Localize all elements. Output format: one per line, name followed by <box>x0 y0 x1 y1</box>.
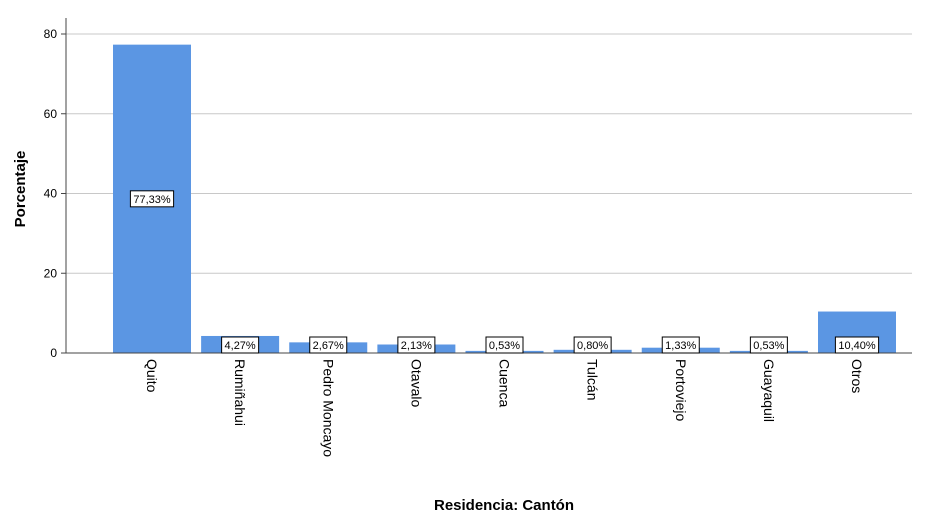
x-category-label: Otavalo <box>408 359 424 407</box>
x-category-label: Otros <box>849 359 865 393</box>
y-tick-label: 20 <box>44 266 58 280</box>
data-label: 77,33% <box>129 190 175 208</box>
x-category-label: Rumiñahui <box>232 359 248 426</box>
data-label-box <box>129 190 175 208</box>
data-label: 0,53% <box>749 336 788 354</box>
data-label-text: 4,27% <box>225 340 256 352</box>
x-category-label: Tulcán <box>585 359 601 401</box>
data-label-text: 2,67% <box>313 340 344 352</box>
y-axis-ticks: 0 20 40 60 80 <box>44 27 66 360</box>
data-label: 10,40% <box>834 336 880 354</box>
y-tick-label: 0 <box>50 346 57 360</box>
data-label-box <box>661 336 700 354</box>
data-label-text: 1,33% <box>665 340 696 352</box>
bars <box>113 44 896 353</box>
data-labels: 77,33% 4,27% 2,67% 2,13% 0,53% 0,80% 1,33% 0,53… <box>129 190 880 354</box>
data-label: 4,27% <box>221 336 260 354</box>
x-category-label: Quito <box>144 359 160 393</box>
gridlines <box>66 33 912 274</box>
x-axis-category-labels: Quito Rumiñahui Pedro Moncayo Otavalo Cuenca… <box>144 359 865 457</box>
data-label-text: 0,80% <box>577 340 608 352</box>
data-label: 2,13% <box>397 336 436 354</box>
data-label-text: 77,33% <box>133 194 171 206</box>
data-label: 0,80% <box>573 336 612 354</box>
x-category-label: Guayaquil <box>761 359 777 422</box>
x-category-label: Cuenca <box>497 359 513 407</box>
x-category-label: Portoviejo <box>673 359 689 421</box>
data-label: 2,67% <box>309 336 348 354</box>
axes <box>65 18 912 354</box>
data-label-text: 10,40% <box>838 340 876 352</box>
data-label-box <box>485 336 524 354</box>
x-axis-title: Residencia: Cantón <box>434 497 574 514</box>
y-tick-label: 40 <box>44 187 58 201</box>
data-label-box <box>834 336 880 354</box>
data-label-box <box>221 336 260 354</box>
data-label-box <box>573 336 612 354</box>
data-label: 1,33% <box>661 336 700 354</box>
data-label: 0,53% <box>485 336 524 354</box>
data-label-box <box>397 336 436 354</box>
x-category-label: Pedro Moncayo <box>320 359 336 457</box>
y-axis-title: Porcentaje <box>12 151 29 228</box>
data-label-box <box>749 336 788 354</box>
data-label-box <box>309 336 348 354</box>
y-tick-label: 60 <box>44 107 58 121</box>
data-label-text: 0,53% <box>753 340 784 352</box>
data-label-text: 0,53% <box>489 340 520 352</box>
data-label-text: 2,13% <box>401 340 432 352</box>
y-tick-label: 80 <box>44 27 58 41</box>
